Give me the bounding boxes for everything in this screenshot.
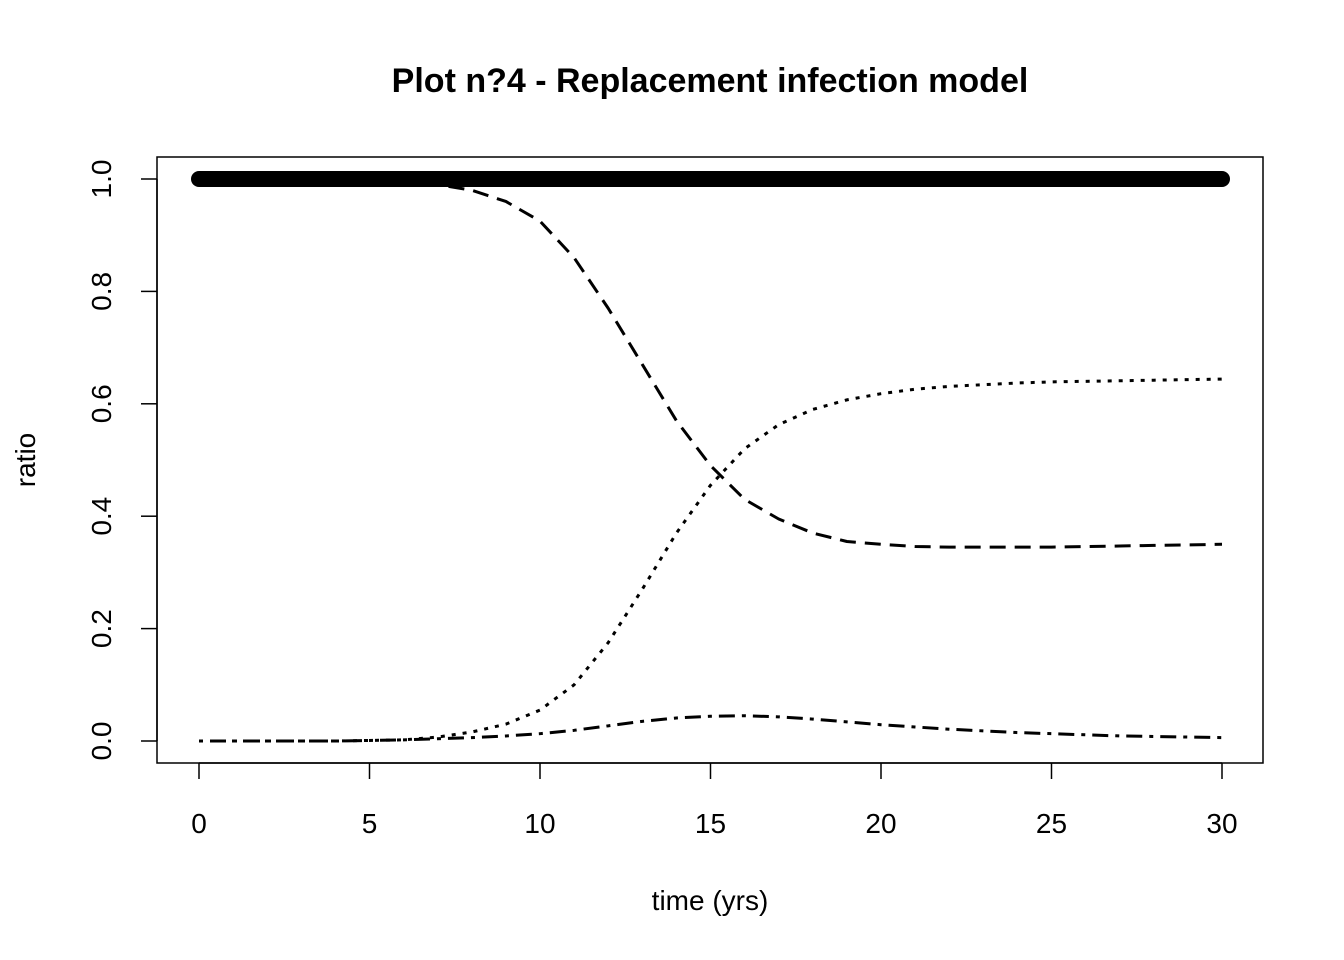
x-tick-label: 5	[362, 808, 378, 839]
x-tick-label: 30	[1206, 808, 1237, 839]
x-tick-label: 20	[865, 808, 896, 839]
y-tick-label: 0.6	[86, 384, 117, 423]
series-line-dashed	[199, 177, 1223, 549]
y-tick-label: 0.8	[86, 272, 117, 311]
x-tick-label: 15	[695, 808, 726, 839]
plot-box	[156, 156, 1264, 764]
series-line-dotted	[199, 377, 1223, 743]
x-axis: 0 5 10 15 20 25 30	[191, 762, 1238, 839]
y-tick-label: 1.0	[86, 160, 117, 199]
series-layer	[191, 171, 1230, 743]
x-tick-label: 25	[1036, 808, 1067, 839]
y-axis-label: ratio	[10, 433, 41, 487]
y-tick-label: 0.2	[86, 609, 117, 648]
y-tick-label: 0.4	[86, 497, 117, 536]
series-line-dash-dot	[199, 714, 1223, 743]
y-tick-label: 0.0	[86, 722, 117, 761]
x-axis-label: time (yrs)	[652, 885, 769, 916]
chart-title: Plot n?4 - Replacement infection model	[392, 62, 1029, 100]
x-tick-label: 10	[524, 808, 555, 839]
y-axis: 0.0 0.2 0.4 0.6 0.8 1.0	[86, 160, 158, 761]
x-tick-label: 0	[191, 808, 207, 839]
